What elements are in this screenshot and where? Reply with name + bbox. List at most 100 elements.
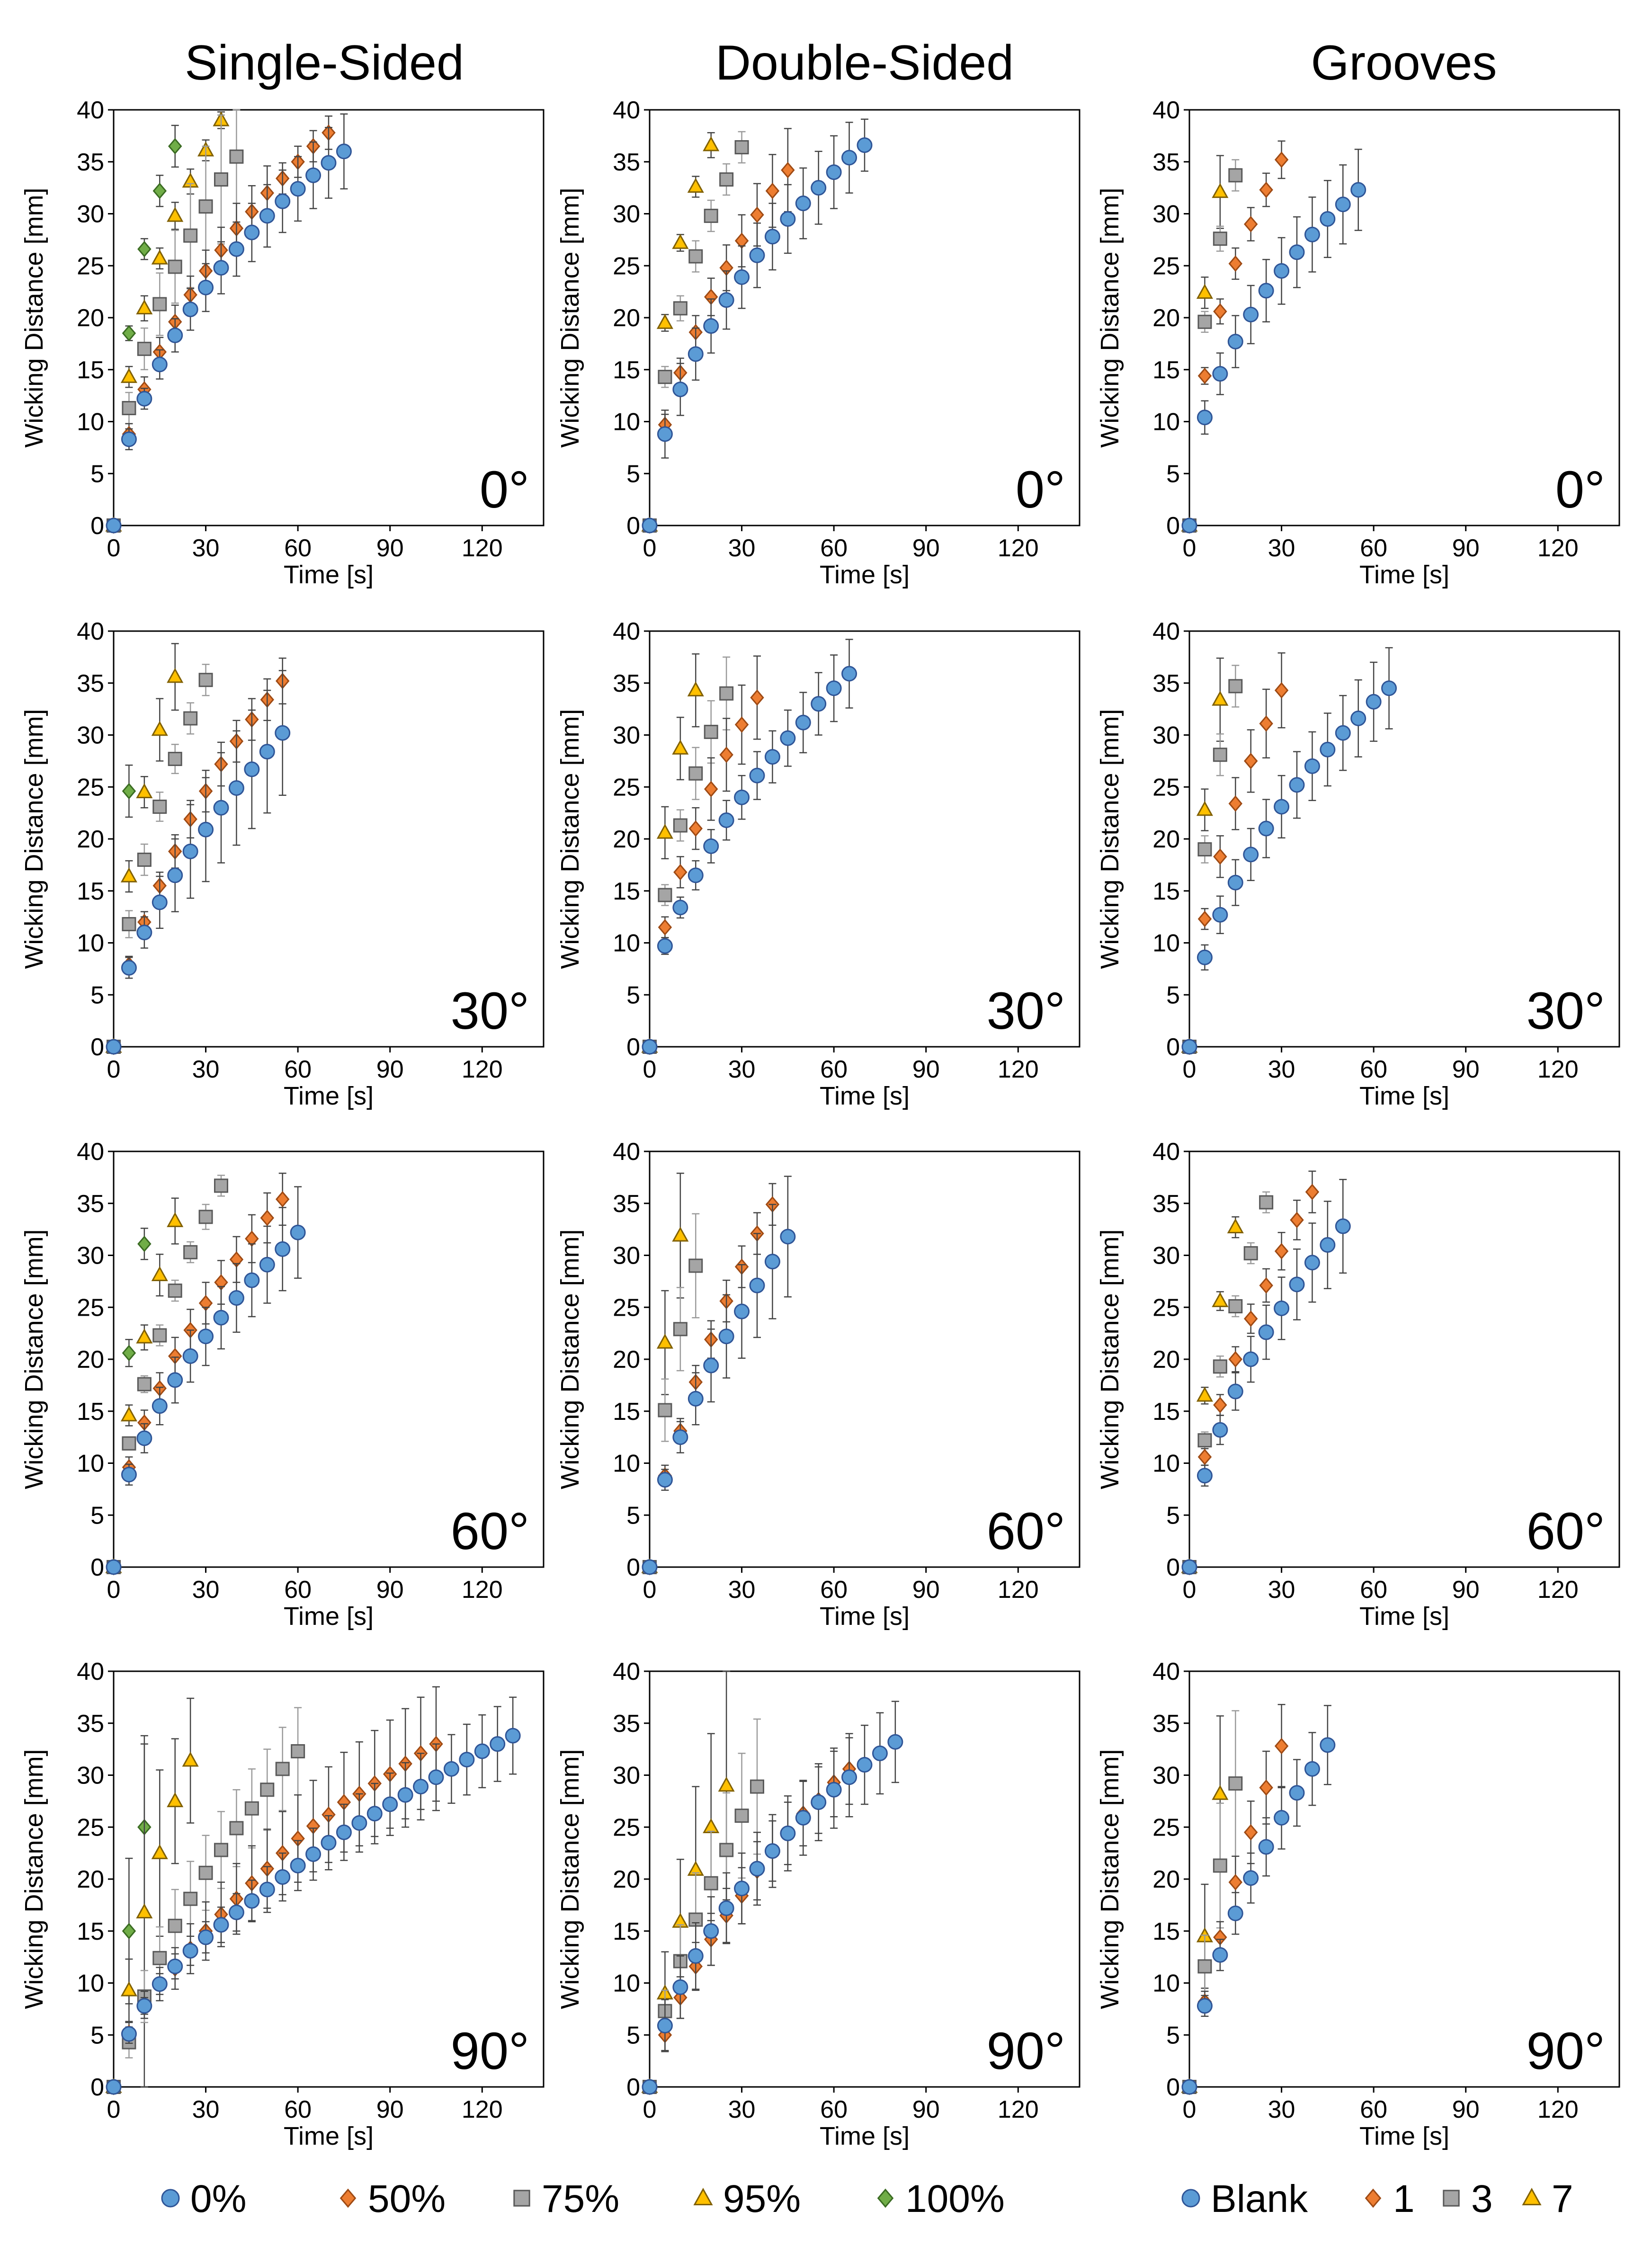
data-point-0pct (780, 730, 796, 746)
y-tick-label: 35 (77, 670, 104, 697)
x-tick-label: 0 (107, 535, 121, 562)
data-point-0pct (749, 1861, 765, 1877)
data-point-0pct (259, 1257, 275, 1273)
data-point-0pct (811, 1794, 827, 1810)
data-point-100pct (122, 1345, 136, 1362)
data-point-0pct (336, 1824, 352, 1840)
data-point-0pct (826, 164, 842, 180)
y-tick-label: 20 (613, 304, 640, 332)
data-point-0pct (474, 1743, 490, 1759)
data-point-blank (1320, 211, 1336, 227)
x-tick-label: 120 (1537, 1056, 1579, 1083)
panels: 0 5 10 15 20 25 30 35 40 0 30 60 90 120 Time [s] Wickin… (20, 97, 1620, 2150)
y-tick-label: 0 (1166, 512, 1180, 540)
y-tick-label: 20 (77, 1346, 104, 1373)
panel-grooves-90deg: 0 5 10 15 20 25 30 35 40 0 30 60 90 120 Time [s] Wickin… (1096, 1658, 1620, 2150)
x-tick-label: 0 (107, 1576, 121, 1604)
data-point-0pct (136, 1998, 152, 2014)
y-tick-label: 0 (1166, 2074, 1180, 2101)
data-point-50pct (719, 746, 733, 763)
data-point-0pct (136, 1430, 152, 1446)
data-point-7 (1196, 1386, 1213, 1402)
data-point-95pct (167, 668, 184, 683)
legend-label: 3 (1471, 2177, 1493, 2220)
legend-grooves: Blank 1 3 7 (1181, 2177, 1573, 2220)
y-axis-label: Wicking Distance [mm] (20, 709, 48, 969)
data-point-0pct (688, 346, 704, 362)
plot-frame (1188, 1150, 1620, 1568)
data-point-0pct (167, 1958, 183, 1974)
data-point-blank (1181, 1559, 1197, 1575)
data-point-blank (1350, 710, 1366, 726)
y-tick-label: 40 (77, 618, 104, 645)
data-point-95pct (151, 1266, 168, 1281)
data-point-blank (1304, 1255, 1320, 1271)
data-point-blank (1243, 847, 1259, 863)
data-point-75pct (168, 751, 182, 766)
data-point-95pct (687, 178, 704, 193)
x-tick-label: 30 (728, 1056, 756, 1083)
data-point-blank (1212, 1947, 1228, 1963)
data-point-0pct (305, 1846, 321, 1862)
data-point-blank (1243, 1351, 1259, 1367)
x-axis-label: Time [s] (820, 1082, 910, 1110)
series-0pct (106, 670, 291, 1055)
data-point-3 (1213, 1359, 1227, 1374)
y-tick-label: 40 (77, 1658, 104, 1685)
data-point-95pct (151, 250, 168, 265)
series-75pct (107, 1175, 228, 1574)
x-tick-label: 30 (1268, 535, 1295, 562)
data-point-0pct (121, 2026, 137, 2042)
y-axis-label: Wicking Distance [mm] (20, 1749, 48, 2009)
data-point-0pct (136, 391, 152, 407)
angle-annotation: 90° (987, 2022, 1065, 2080)
legend-marker-circle (161, 2189, 180, 2208)
data-point-blank (1181, 1039, 1197, 1055)
angle-annotation: 60° (987, 1502, 1065, 1560)
x-tick-label: 90 (1452, 1576, 1480, 1604)
legend-label: 50% (368, 2177, 446, 2220)
y-tick-label: 15 (77, 1398, 104, 1426)
data-point-50pct (704, 781, 718, 797)
x-tick-label: 30 (192, 2096, 220, 2123)
y-tick-label: 15 (613, 878, 640, 905)
y-tick-label: 35 (1152, 670, 1180, 697)
plot-frame (649, 1150, 1080, 1568)
data-point-75pct (688, 1258, 703, 1273)
data-point-blank (1258, 283, 1274, 299)
data-point-0pct (780, 1825, 796, 1841)
data-point-blank (1289, 777, 1305, 793)
y-tick-label: 30 (77, 1762, 104, 1790)
data-point-3 (1197, 1433, 1212, 1448)
data-point-0pct (443, 1761, 459, 1777)
y-axis-label: Wicking Distance [mm] (1096, 1749, 1124, 2009)
data-point-0pct (259, 1881, 275, 1898)
data-point-0pct (811, 180, 827, 196)
data-point-1 (1228, 1874, 1243, 1890)
data-point-95pct (136, 1903, 153, 1918)
data-point-blank (1320, 741, 1336, 758)
y-tick-label: 10 (613, 1450, 640, 1478)
data-point-95pct (151, 1844, 168, 1859)
data-point-blank (1227, 1383, 1243, 1399)
y-tick-label: 15 (77, 357, 104, 384)
series-0pct (642, 118, 873, 534)
data-point-0pct (167, 327, 183, 343)
data-point-3 (1197, 314, 1212, 329)
x-tick-label: 60 (1360, 2096, 1387, 2123)
data-point-7 (1227, 1218, 1244, 1233)
y-tick-label: 35 (613, 1710, 640, 1738)
data-point-0pct (795, 714, 811, 731)
data-point-75pct (214, 1178, 228, 1193)
data-point-0pct (428, 1769, 444, 1785)
y-tick-label: 20 (1152, 1866, 1180, 1893)
data-point-75pct (229, 1821, 244, 1836)
data-point-blank (1304, 226, 1320, 242)
y-axis-label: Wicking Distance [mm] (20, 1229, 48, 1489)
data-point-95pct (136, 1328, 153, 1344)
x-tick-label: 30 (192, 535, 220, 562)
y-tick-label: 5 (626, 1502, 640, 1529)
data-point-blank (1289, 1276, 1305, 1292)
y-tick-label: 35 (77, 1710, 104, 1738)
data-point-0pct (213, 260, 229, 276)
